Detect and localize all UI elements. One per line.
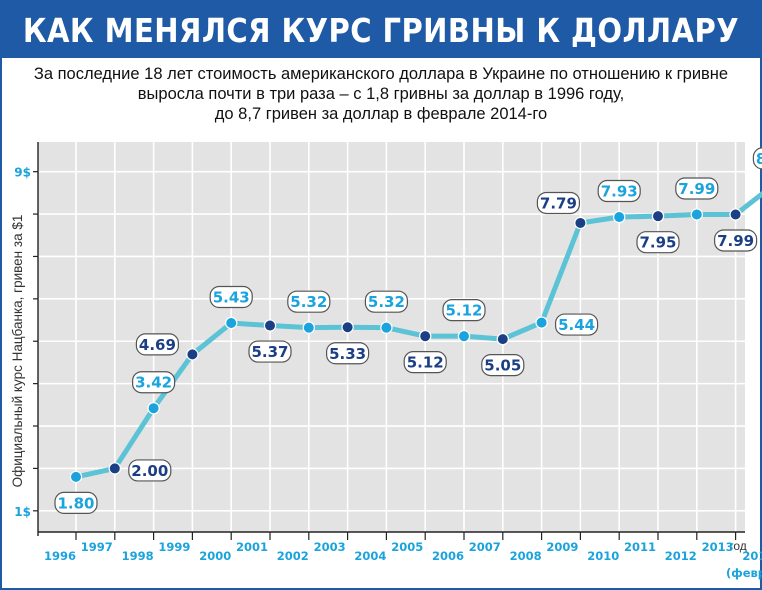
x-tick-label: 2000 <box>199 549 231 563</box>
data-label-box <box>54 491 98 514</box>
data-label-box <box>132 371 176 394</box>
y-tick-label: 1$ <box>14 505 31 519</box>
data-label: 5.44 <box>558 316 595 334</box>
data-label-box <box>248 340 292 363</box>
subtitle-line-2: выросла почти в три раза – с 1,8 гривны … <box>137 85 625 103</box>
data-point <box>419 329 432 343</box>
x-tick-label: 2005 <box>391 540 423 554</box>
data-point <box>341 321 354 334</box>
x-tick-label: 1998 <box>122 549 154 563</box>
data-point <box>496 332 509 346</box>
subtitle-line-3: до 8,7 гривен за доллар в феврале 2014-г… <box>214 105 548 123</box>
data-point <box>380 321 393 334</box>
data-point <box>690 208 704 221</box>
data-label: 5.05 <box>484 357 521 375</box>
data-label-box <box>536 191 581 215</box>
data-label: 5.12 <box>445 302 482 320</box>
data-label-box <box>675 177 719 200</box>
data-point <box>302 321 315 334</box>
data-label-box <box>364 290 408 313</box>
data-point <box>108 462 122 475</box>
data-label: 7.99 <box>717 232 754 250</box>
x-tick-label: 2006 <box>432 549 464 563</box>
x-tick-label: 2003 <box>314 540 346 554</box>
data-label-box <box>403 351 447 374</box>
data-label: 5.43 <box>213 289 250 307</box>
data-label: 1.80 <box>57 494 94 512</box>
x-tick-label: 2004 <box>354 549 386 563</box>
data-label-box <box>128 459 172 482</box>
data-label: 7.79 <box>540 194 577 212</box>
x-tick-label: 2009 <box>546 540 578 554</box>
data-point <box>574 216 587 230</box>
x-tick-label: 2014 <box>742 549 762 563</box>
x-tick-label: 2013 <box>702 540 734 554</box>
data-point <box>69 470 83 484</box>
subtitle-line-1: За последние 18 лет стоимость американск… <box>33 65 729 83</box>
data-point <box>147 402 160 415</box>
x-axis-label: год <box>729 539 747 553</box>
chart-subtitle: За последние 18 лет стоимость американск… <box>12 64 750 124</box>
x-tick-note: (февраль) <box>726 566 762 580</box>
data-label: 5.32 <box>290 293 327 311</box>
data-label: 4.69 <box>139 336 176 354</box>
data-point <box>613 210 626 224</box>
data-label: 7.93 <box>601 183 638 201</box>
x-tick-label: 2007 <box>469 540 501 554</box>
data-label: 5.32 <box>368 293 405 311</box>
data-label-box <box>752 147 762 170</box>
chart-title: КАК МЕНЯЛСЯ КУРС ГРИВНЫ К ДОЛЛАРУ <box>22 10 740 50</box>
data-label: 7.99 <box>678 180 715 198</box>
data-label-box <box>554 313 599 336</box>
data-label-box <box>636 231 680 254</box>
data-label: 5.12 <box>407 354 444 372</box>
x-tick-label: 2010 <box>587 549 619 563</box>
data-point <box>535 316 548 329</box>
data-point <box>651 209 665 223</box>
data-label-box <box>326 342 370 365</box>
data-label-box <box>135 333 179 356</box>
data-point <box>729 208 742 221</box>
data-point <box>263 319 277 332</box>
data-label: 3.42 <box>135 374 172 392</box>
data-label-box <box>442 299 486 322</box>
data-label-box <box>597 179 641 203</box>
y-axis-label: Официальный курс Нацбанка, гривен за $1 <box>10 215 25 488</box>
data-label: 2.00 <box>131 462 168 480</box>
data-label: 5.33 <box>329 345 366 363</box>
x-tick-label: 2008 <box>510 549 542 563</box>
data-label-box <box>287 290 331 313</box>
data-label-box <box>713 229 758 252</box>
x-tick-label: 1997 <box>81 540 113 554</box>
x-tick-label: 2001 <box>236 540 268 554</box>
x-tick-label: 2002 <box>277 549 309 563</box>
data-point <box>224 316 238 330</box>
data-point <box>457 329 471 343</box>
x-tick-label: 1996 <box>44 549 76 563</box>
x-tick-label: 2012 <box>665 549 697 563</box>
title-bar: КАК МЕНЯЛСЯ КУРС ГРИВНЫ К ДОЛЛАРУ <box>2 2 760 58</box>
x-tick-label: 1999 <box>158 540 190 554</box>
data-label-box <box>481 354 525 377</box>
x-tick-label: 2011 <box>624 540 656 554</box>
y-tick-label: 9$ <box>14 166 31 180</box>
data-point <box>186 348 199 361</box>
data-label: 7.95 <box>639 234 676 252</box>
data-label: 8.70 <box>756 150 762 168</box>
data-label: 5.37 <box>251 343 288 361</box>
data-label-box <box>209 285 253 309</box>
